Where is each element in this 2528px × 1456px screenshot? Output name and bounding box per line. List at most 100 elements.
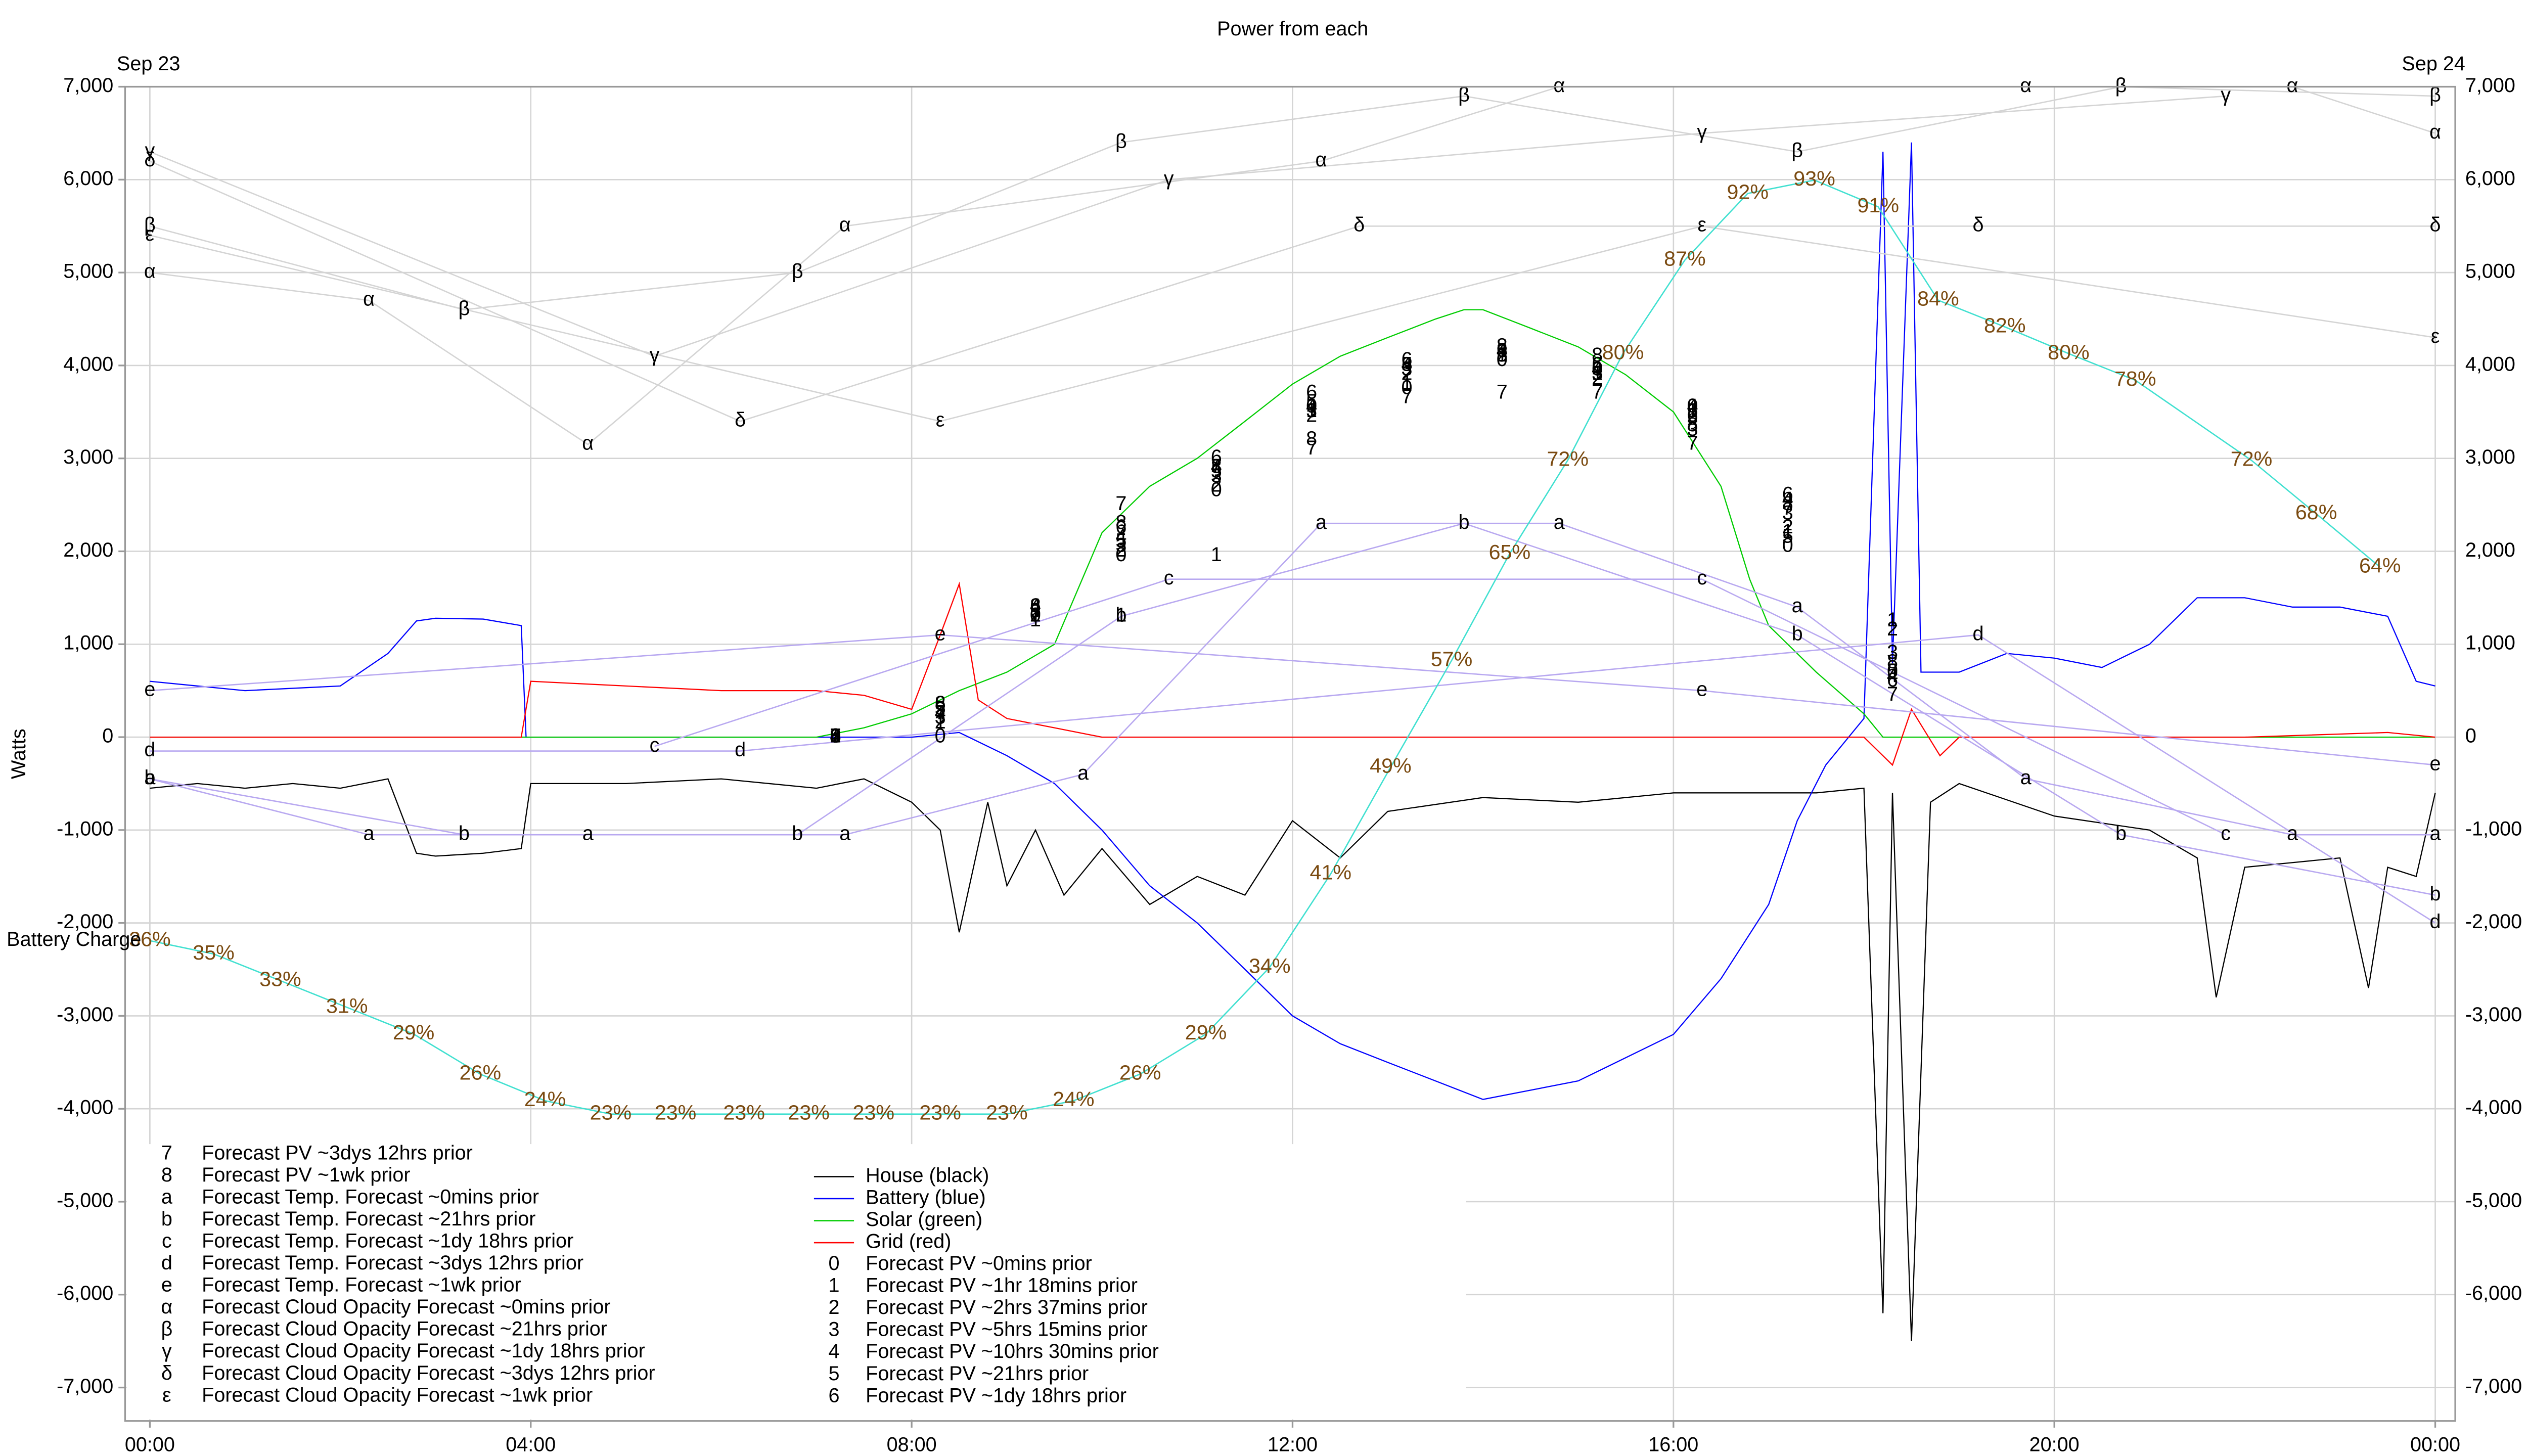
forecast-marker: a xyxy=(2020,766,2032,789)
legend-label: Forecast PV ~1wk prior xyxy=(202,1164,410,1186)
y-tick-label-right: 7,000 xyxy=(2465,74,2515,97)
legend-marker: 3 xyxy=(828,1318,839,1341)
forecast-marker: 0 xyxy=(1887,660,1898,682)
battery-charge-label: 92% xyxy=(1727,180,1769,204)
forecast-marker: a xyxy=(364,822,375,844)
plot-area: 36% 35% 33% 31% 29% 26% 24% 23% 23% 23% 23% 23% 23% 2… xyxy=(129,74,2442,1341)
forecast-marker: 4 xyxy=(1115,525,1126,547)
battery-charge-label: 34% xyxy=(1249,954,1291,977)
forecast-marker: 6 xyxy=(1115,516,1126,538)
forecast-marker: b xyxy=(792,822,803,844)
legend-marker: α xyxy=(161,1296,172,1318)
legend-label: Forecast PV ~21hrs prior xyxy=(866,1362,1089,1385)
legend-label: Forecast Temp. Forecast ~21hrs prior xyxy=(202,1208,535,1230)
forecast-marker: α xyxy=(1553,74,1565,97)
forecast-marker: 7 xyxy=(1592,381,1603,403)
forecast-marker: 2 xyxy=(1030,604,1041,626)
battery-charge-label: 80% xyxy=(2048,340,2090,363)
battery-charge-label: 23% xyxy=(655,1101,697,1124)
forecast-marker: 1 xyxy=(935,711,946,733)
y-tick-label: -1,000 xyxy=(57,817,113,840)
forecast-marker: 2 xyxy=(1592,367,1603,389)
forecast-marker: 7 xyxy=(1115,492,1126,515)
legend-marker: ε xyxy=(162,1384,171,1406)
battery-charge-label: 65% xyxy=(1489,540,1531,564)
y-tick-label-right: 6,000 xyxy=(2465,167,2515,190)
forecast-marker: 3 xyxy=(1887,641,1898,663)
forecast-marker: b xyxy=(1115,604,1126,626)
legend-label: Forecast PV ~0mins prior xyxy=(866,1252,1092,1275)
battery-charge-label: 49% xyxy=(1370,754,1412,777)
legend-marker: 2 xyxy=(828,1296,839,1318)
forecast-marker: 4 xyxy=(1592,358,1603,380)
forecast-marker: 8 xyxy=(1306,427,1317,449)
forecast-marker: 8 xyxy=(1592,344,1603,366)
x-tick-label: 12:00 xyxy=(1268,1434,1318,1456)
forecast-marker: 4 xyxy=(1497,339,1508,361)
forecast-marker: a xyxy=(839,822,851,844)
legend-marker: 6 xyxy=(828,1384,839,1406)
forecast-marker: 8 xyxy=(1115,511,1126,533)
forecast-marker: d xyxy=(144,739,155,761)
forecast-marker: 0 xyxy=(1782,534,1793,557)
forecast-marker: 5 xyxy=(830,725,841,747)
y-tick-label-right: 2,000 xyxy=(2465,539,2515,561)
x-tick-label: 04:00 xyxy=(506,1434,556,1456)
forecast-marker: 5 xyxy=(1401,353,1412,375)
legend-marker: e xyxy=(161,1274,172,1296)
battery-charge-label: 35% xyxy=(193,941,235,964)
forecast-marker: 4 xyxy=(935,702,946,724)
forecast-marker: 0 xyxy=(1497,348,1508,371)
y-tick-label: 2,000 xyxy=(63,539,113,561)
legend: House (black)Battery (blue)Solar (green)… xyxy=(126,1142,1466,1420)
forecast-marker: β xyxy=(1115,130,1127,152)
forecast-marker: e xyxy=(935,622,946,645)
forecast-marker: d xyxy=(1972,622,1983,645)
legend-label: Forecast Cloud Opacity Forecast ~1dy 18h… xyxy=(202,1340,645,1362)
y-tick-label: 1,000 xyxy=(63,632,113,654)
battery-charge-label: 26% xyxy=(1119,1061,1161,1084)
battery-charge-label: 33% xyxy=(259,968,301,991)
forecast-marker: 1 xyxy=(1887,609,1898,631)
forecast-marker: β xyxy=(459,297,470,320)
battery-charge-label: 84% xyxy=(1917,287,1959,310)
battery-charge-line xyxy=(149,179,2381,1115)
legend-label: Forecast PV ~5hrs 15mins prior xyxy=(866,1318,1148,1341)
legend-marker: 7 xyxy=(161,1142,172,1164)
forecast-line xyxy=(149,160,2435,422)
forecast-line xyxy=(150,522,2435,896)
forecast-marker: α xyxy=(2429,121,2441,143)
legend-label: Forecast PV ~3dys 12hrs prior xyxy=(202,1142,473,1164)
forecast-marker: 1 xyxy=(1030,609,1041,631)
battery-charge-label: 41% xyxy=(1310,861,1352,884)
forecast-marker: α xyxy=(144,260,156,283)
forecast-marker: 5 xyxy=(935,697,946,719)
forecast-marker: 5 xyxy=(1782,525,1793,547)
forecast-marker: d xyxy=(735,739,746,761)
forecast-marker: ε xyxy=(2431,325,2440,347)
forecast-marker: b xyxy=(144,766,155,789)
forecast-marker: 6 xyxy=(1782,483,1793,506)
battery-charge-label: 72% xyxy=(2231,447,2273,470)
forecast-marker: β xyxy=(792,260,803,283)
battery-charge-label: 57% xyxy=(1431,647,1473,670)
forecast-marker: 5 xyxy=(1687,399,1698,422)
x-tick-label: 16:00 xyxy=(1648,1434,1698,1456)
battery-charge-label: 24% xyxy=(524,1087,566,1111)
forecast-marker: c xyxy=(1697,567,1707,589)
forecast-marker: 5 xyxy=(1306,390,1317,413)
forecast-marker: 8 xyxy=(1401,353,1412,375)
forecast-marker: 6 xyxy=(1306,381,1317,403)
forecast-marker: 3 xyxy=(1687,418,1698,440)
legend-marker: γ xyxy=(162,1340,172,1362)
forecast-marker: 8 xyxy=(1687,414,1698,436)
forecast-marker: β xyxy=(2115,74,2127,97)
y-tick-label-right: 5,000 xyxy=(2465,260,2515,283)
y-tick-label: -7,000 xyxy=(57,1375,113,1397)
forecast-marker: 0 xyxy=(1687,395,1698,417)
forecast-line xyxy=(150,634,2435,766)
forecast-marker: 3 xyxy=(1115,534,1126,557)
legend-marker: δ xyxy=(161,1362,172,1384)
battery-charge-label: 29% xyxy=(1185,1021,1227,1044)
